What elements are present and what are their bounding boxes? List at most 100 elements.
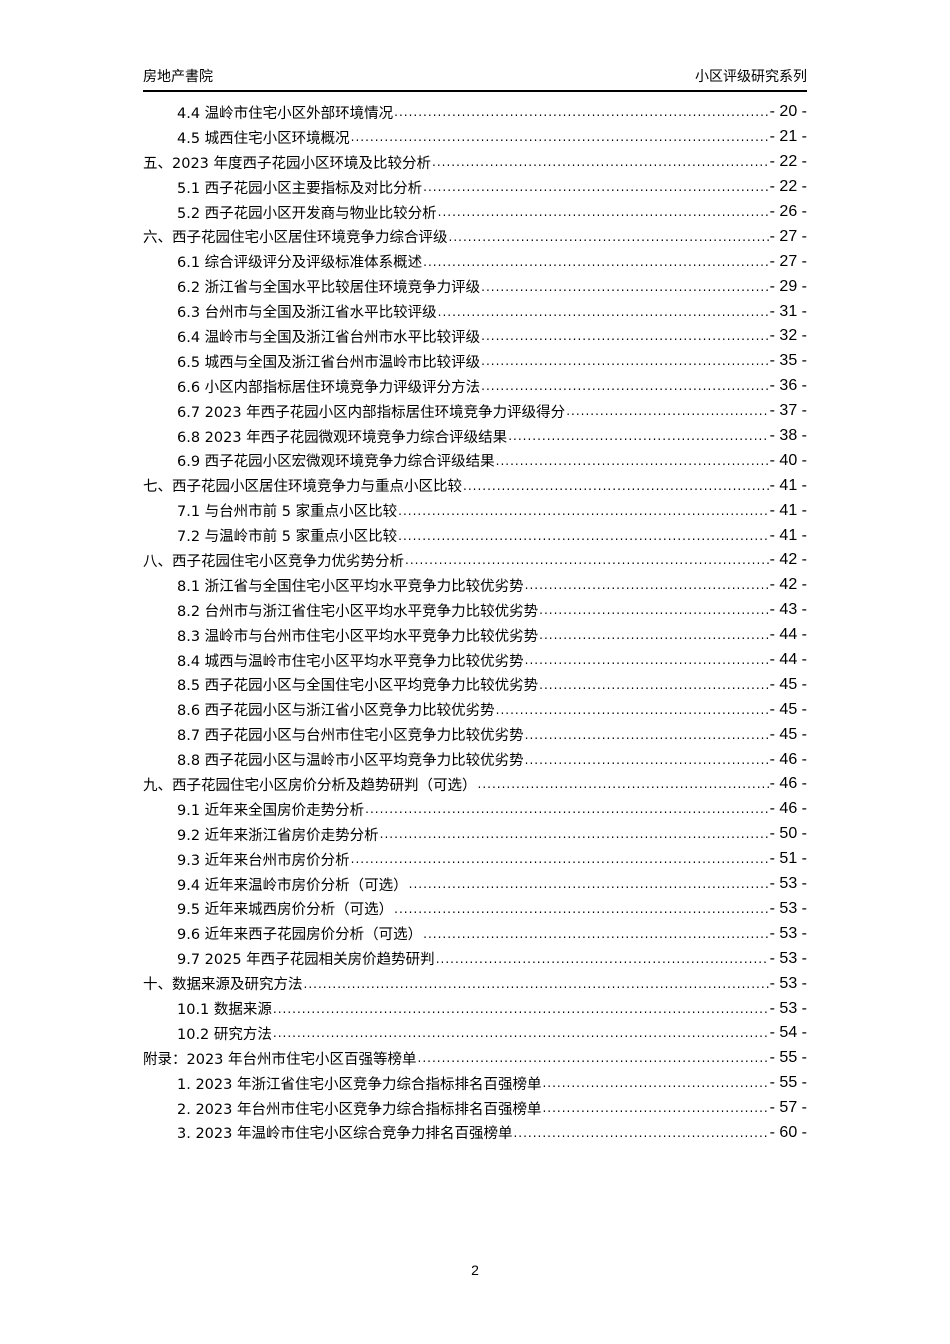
toc-entry-page: - 26 - (769, 203, 807, 220)
table-of-contents: 4.4 温岭市住宅小区外部环境情况 - 20 - 4.5 城西住宅小区环境概况 - 2… (143, 100, 807, 1145)
dot-leader (394, 105, 768, 119)
toc-entry[interactable]: 2. 2023 年台州市住宅小区竞争力综合指标排名百强榜单 - 57 - (143, 1096, 807, 1121)
toc-entry[interactable]: 9.7 2025 年西子花园相关房价趋势研判 - 53 - (143, 946, 807, 971)
toc-entry[interactable]: 6.9 西子花园小区宏微观环境竞争力综合评级结果 - 40 - (143, 448, 807, 473)
toc-entry-page: - 45 - (769, 700, 807, 718)
toc-entry[interactable]: 6.2 浙江省与全国水平比较居住环境竞争力评级 - 29 - (143, 274, 807, 299)
header-series: 小区评级研究系列 (695, 69, 807, 85)
toc-entry[interactable]: 10.2 研究方法 - 54 - (143, 1021, 807, 1046)
toc-entry-title: 5.2 西子花园小区开发商与物业比较分析 (177, 205, 437, 222)
toc-entry[interactable]: 1. 2023 年浙江省住宅小区竞争力综合指标排名百强榜单 - 55 - (143, 1071, 807, 1096)
toc-entry-page: - 27 - (769, 252, 807, 270)
toc-entry-title: 6.2 浙江省与全国水平比较居住环境竞争力评级 (177, 280, 481, 297)
dot-leader (449, 230, 769, 244)
toc-entry-title: 4.5 城西住宅小区环境概况 (177, 130, 350, 147)
toc-entry-title: 6.1 综合评级评分及评级标准体系概述 (177, 255, 423, 272)
dot-leader (463, 479, 769, 493)
toc-entry-title: 8.8 西子花园小区与温岭市小区平均竞争力比较优劣势 (177, 753, 524, 770)
dot-leader (525, 728, 769, 742)
toc-entry[interactable]: 9.3 近年来台州市房价分析 - 51 - (143, 847, 807, 872)
toc-entry[interactable]: 6.8 2023 年西子花园微观环境竞争力综合评级结果 - 38 - (143, 424, 807, 449)
toc-entry[interactable]: 9.5 近年来城西房价分析（可选） - 53 - (143, 897, 807, 922)
toc-entry-page: - 46 - (769, 800, 807, 818)
toc-entry[interactable]: 4.5 城西住宅小区环境概况 - 21 - (143, 125, 807, 150)
toc-entry[interactable]: 九、西子花园住宅小区房价分析及趋势研判（可选） - 46 - (143, 772, 807, 797)
dot-leader (539, 603, 768, 617)
toc-entry[interactable]: 六、西子花园住宅小区居住环境竞争力综合评级 - 27 - (143, 224, 807, 249)
dot-leader (409, 877, 769, 891)
toc-entry-page: - 43 - (769, 601, 807, 619)
toc-entry[interactable]: 8.7 西子花园小区与台州市住宅小区竞争力比较优劣势 - 45 - (143, 722, 807, 747)
toc-entry[interactable]: 附录：2023 年台州市住宅小区百强等榜单 - 55 - (143, 1046, 807, 1071)
toc-entry[interactable]: 十、数据来源及研究方法 - 53 - (143, 971, 807, 996)
toc-entry-page: - 46 - (769, 775, 807, 793)
dot-leader (539, 678, 768, 692)
dot-leader (481, 354, 768, 368)
toc-entry-page: - 45 - (769, 725, 807, 743)
toc-entry[interactable]: 10.1 数据来源 - 53 - (143, 996, 807, 1021)
dot-leader (508, 429, 768, 443)
toc-entry-title: 10.1 数据来源 (177, 1002, 272, 1018)
toc-entry[interactable]: 8.3 温岭市与台州市住宅小区平均水平竞争力比较优劣势 - 44 - (143, 623, 807, 648)
dot-leader (481, 329, 768, 343)
toc-entry[interactable]: 8.4 城西与温岭市住宅小区平均水平竞争力比较优劣势 - 44 - (143, 648, 807, 673)
dot-leader (418, 1051, 769, 1065)
toc-entry[interactable]: 9.6 近年来西子花园房价分析（可选） - 53 - (143, 921, 807, 946)
toc-entry[interactable]: 6.1 综合评级评分及评级标准体系概述 - 27 - (143, 249, 807, 274)
toc-entry-page: - 27 - (769, 227, 807, 245)
toc-entry-page: - 55 - (769, 1074, 807, 1092)
toc-entry[interactable]: 6.5 城西与全国及浙江省台州市温岭市比较评级 - 35 - (143, 349, 807, 374)
toc-entry[interactable]: 6.4 温岭市与全国及浙江省台州市水平比较评级 - 32 - (143, 324, 807, 349)
toc-entry-title: 6.5 城西与全国及浙江省台州市温岭市比较评级 (177, 354, 481, 371)
toc-entry-page: - 53 - (769, 949, 807, 967)
dot-leader (432, 155, 769, 169)
toc-entry-page: - 22 - (769, 178, 807, 196)
dot-leader (542, 1101, 768, 1115)
toc-entry-page: - 51 - (769, 850, 807, 868)
toc-entry[interactable]: 7.2 与温岭市前 5 家重点小区比较 - 41 - (143, 523, 807, 548)
dot-leader (539, 628, 768, 642)
toc-entry[interactable]: 8.2 台州市与浙江省住宅小区平均水平竞争力比较优劣势 - 43 - (143, 598, 807, 623)
toc-entry[interactable]: 6.3 台州市与全国及浙江省水平比较评级 - 31 - (143, 299, 807, 324)
toc-entry[interactable]: 七、西子花园小区居住环境竞争力与重点小区比较 - 41 - (143, 473, 807, 498)
toc-entry-title: 九、西子花园住宅小区房价分析及趋势研判（可选） (143, 777, 477, 794)
toc-entry-page: - 53 - (769, 875, 807, 893)
dot-leader (496, 454, 769, 468)
toc-entry[interactable]: 7.1 与台州市前 5 家重点小区比较 - 41 - (143, 498, 807, 523)
page-number: 2 (471, 1262, 479, 1278)
toc-entry-title: 7.2 与温岭市前 5 家重点小区比较 (177, 529, 398, 546)
dot-leader (398, 529, 769, 543)
toc-entry-page: - 31 - (769, 302, 807, 320)
dot-leader (525, 753, 769, 767)
toc-entry[interactable]: 9.4 近年来温岭市房价分析（可选） - 53 - (143, 872, 807, 897)
toc-entry[interactable]: 5.1 西子花园小区主要指标及对比分析 - 22 - (143, 175, 807, 200)
header-publisher: 房地产書院 (143, 69, 213, 85)
toc-entry[interactable]: 8.1 浙江省与全国住宅小区平均水平竞争力比较优劣势 - 42 - (143, 573, 807, 598)
toc-entry-page: - 22 - (769, 153, 807, 171)
toc-entry-title: 7.1 与台州市前 5 家重点小区比较 (177, 504, 398, 521)
toc-entry[interactable]: 8.5 西子花园小区与全国住宅小区平均竞争力比较优劣势 - 45 - (143, 672, 807, 697)
toc-entry[interactable]: 5.2 西子花园小区开发商与物业比较分析 - 26 - (143, 200, 807, 225)
toc-entry[interactable]: 8.8 西子花园小区与温岭市小区平均竞争力比较优劣势 - 46 - (143, 747, 807, 772)
toc-entry[interactable]: 9.2 近年来浙江省房价走势分析 - 50 - (143, 822, 807, 847)
toc-entry[interactable]: 八、西子花园住宅小区竞争力优劣势分析 - 42 - (143, 548, 807, 573)
toc-entry[interactable]: 3. 2023 年温岭市住宅小区综合竞争力排名百强榜单 - 60 - (143, 1121, 807, 1146)
toc-entry-page: - 41 - (769, 476, 807, 494)
dot-leader (304, 977, 769, 991)
toc-entry[interactable]: 五、2023 年度西子花园小区环境及比较分析 - 22 - (143, 150, 807, 175)
dot-leader (398, 504, 769, 518)
toc-entry[interactable]: 8.6 西子花园小区与浙江省小区竞争力比较优劣势 - 45 - (143, 697, 807, 722)
dot-leader (423, 927, 768, 941)
toc-entry[interactable]: 9.1 近年来全国房价走势分析 - 46 - (143, 797, 807, 822)
toc-entry-title: 五、2023 年度西子花园小区环境及比较分析 (143, 155, 432, 172)
toc-entry[interactable]: 4.4 温岭市住宅小区外部环境情况 - 20 - (143, 100, 807, 125)
dot-leader (394, 902, 768, 916)
dot-leader (405, 553, 769, 567)
toc-entry-page: - 42 - (769, 576, 807, 594)
dot-leader (438, 305, 769, 319)
toc-entry-page: - 57 - (769, 1099, 807, 1117)
toc-entry[interactable]: 6.6 小区内部指标居住环境竞争力评级评分方法 - 36 - (143, 374, 807, 399)
toc-entry-page: - 45 - (769, 675, 807, 693)
toc-entry[interactable]: 6.7 2023 年西子花园小区内部指标居住环境竞争力评级得分 - 37 - (143, 399, 807, 424)
toc-entry-page: - 44 - (769, 626, 807, 644)
